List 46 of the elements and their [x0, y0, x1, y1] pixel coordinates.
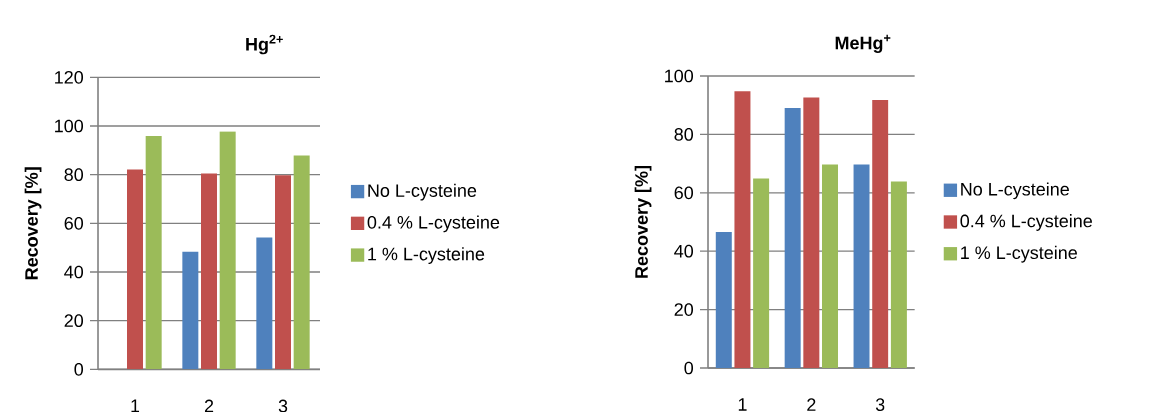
x-tick-label: 2	[204, 399, 214, 412]
y-tick-label: 100	[55, 119, 84, 133]
legend-label: 1 % L-cysteine	[368, 247, 485, 264]
legend-label: No L-cysteine	[368, 183, 477, 201]
legend-label: 0.4 % L-cysteine	[960, 214, 1092, 231]
y-tick-label: 20	[64, 314, 84, 328]
bar	[256, 237, 273, 370]
bar	[127, 169, 144, 370]
bar	[853, 164, 870, 368]
x-tick-label: 3	[875, 398, 885, 411]
bar	[872, 99, 889, 368]
y-tick-label: 80	[674, 128, 694, 141]
bar	[219, 131, 236, 370]
bar	[182, 251, 199, 370]
y-tick-label: 60	[674, 186, 694, 200]
y-tick-label: 20	[674, 303, 694, 316]
bar	[822, 164, 839, 368]
y-tick-label: 0	[74, 362, 84, 376]
bar	[890, 181, 907, 368]
chart-title: Hg$^{2+}$	[246, 34, 283, 55]
bar	[275, 175, 291, 370]
y-axis-title: Recovery [%]	[24, 167, 42, 280]
y-tick-label: 120	[55, 70, 84, 84]
y-tick-label: 80	[64, 168, 84, 182]
y-tick-label: 0	[684, 361, 694, 375]
x-tick-label: 3	[278, 399, 288, 412]
bar	[734, 91, 751, 368]
bar	[293, 155, 310, 370]
y-axis-title: Recovery [%]	[634, 166, 652, 278]
bar	[201, 173, 218, 370]
bar	[803, 97, 820, 368]
bar	[715, 231, 732, 368]
bar	[145, 135, 162, 370]
x-tick-label: 1	[738, 398, 747, 411]
y-tick-label: 40	[674, 244, 694, 258]
legend-label: 1 % L-cysteine	[961, 245, 1077, 263]
bar	[784, 108, 801, 368]
chart-title: MeHg$^{+}$	[835, 34, 891, 53]
y-tick-label: 60	[64, 216, 84, 230]
bar	[753, 178, 770, 368]
x-tick-label: 2	[807, 398, 816, 411]
legend-label: 0.4 % L-cysteine	[367, 215, 500, 233]
legend-label: No L-cysteine	[961, 182, 1069, 200]
x-tick-label: 1	[131, 399, 140, 412]
y-tick-label: 100	[665, 69, 694, 83]
y-tick-label: 40	[64, 265, 84, 279]
